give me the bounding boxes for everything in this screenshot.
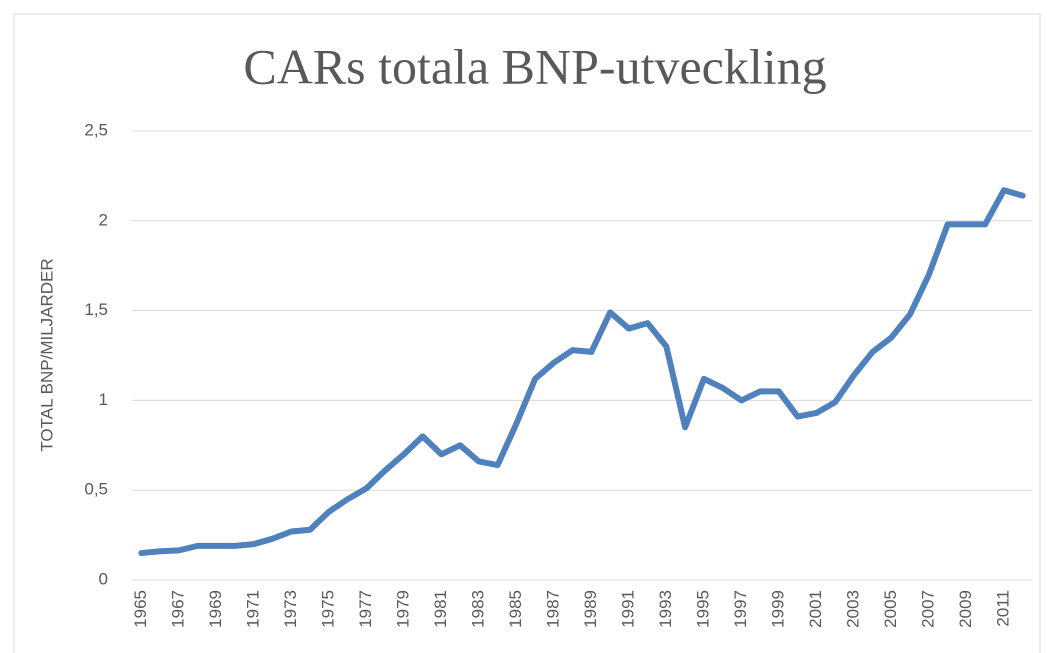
x-tick-label: 2001 [806, 590, 825, 628]
y-axis-label: TOTAL BNP/MILJARDER [37, 258, 56, 451]
x-tick-label: 1987 [543, 590, 562, 628]
x-tick-label: 1977 [356, 590, 375, 628]
y-tick-label: 0,5 [84, 480, 108, 499]
x-tick-label: 1965 [131, 590, 150, 628]
x-tick-label: 1981 [431, 590, 450, 628]
x-tick-label: 1979 [393, 590, 412, 628]
data-line [138, 187, 1026, 557]
x-tick-label: 2005 [881, 590, 900, 628]
y-tick-label: 0 [99, 569, 108, 588]
y-tick-label: 2,5 [84, 120, 108, 139]
x-tick-label: 2011 [993, 590, 1012, 627]
x-tick-label: 1993 [656, 590, 675, 628]
x-tick-label: 1991 [618, 590, 637, 628]
x-tick-label: 2007 [918, 590, 937, 628]
x-tick-label: 1983 [468, 590, 487, 628]
x-tick-label: 1969 [206, 590, 225, 628]
y-tick-label: 1,5 [84, 300, 108, 319]
x-tick-label: 1997 [731, 590, 750, 628]
x-tick-label: 1985 [506, 590, 525, 628]
x-tick-label: 1967 [168, 590, 187, 628]
x-tick-label: 1999 [768, 590, 787, 628]
chart-frame [13, 13, 1041, 653]
x-tick-label: 2009 [956, 590, 975, 628]
y-tick-label: 2 [99, 210, 108, 229]
chart-title: CARs totala BNP-utveckling [243, 38, 826, 94]
x-tick-label: 2003 [843, 590, 862, 628]
x-tick-label: 1973 [281, 590, 300, 628]
x-tick-label: 1989 [581, 590, 600, 628]
y-tick-label: 1 [99, 390, 108, 409]
x-tick-label: 1975 [318, 590, 337, 628]
x-tick-label: 1995 [693, 590, 712, 628]
x-tick-label: 1971 [243, 590, 262, 628]
